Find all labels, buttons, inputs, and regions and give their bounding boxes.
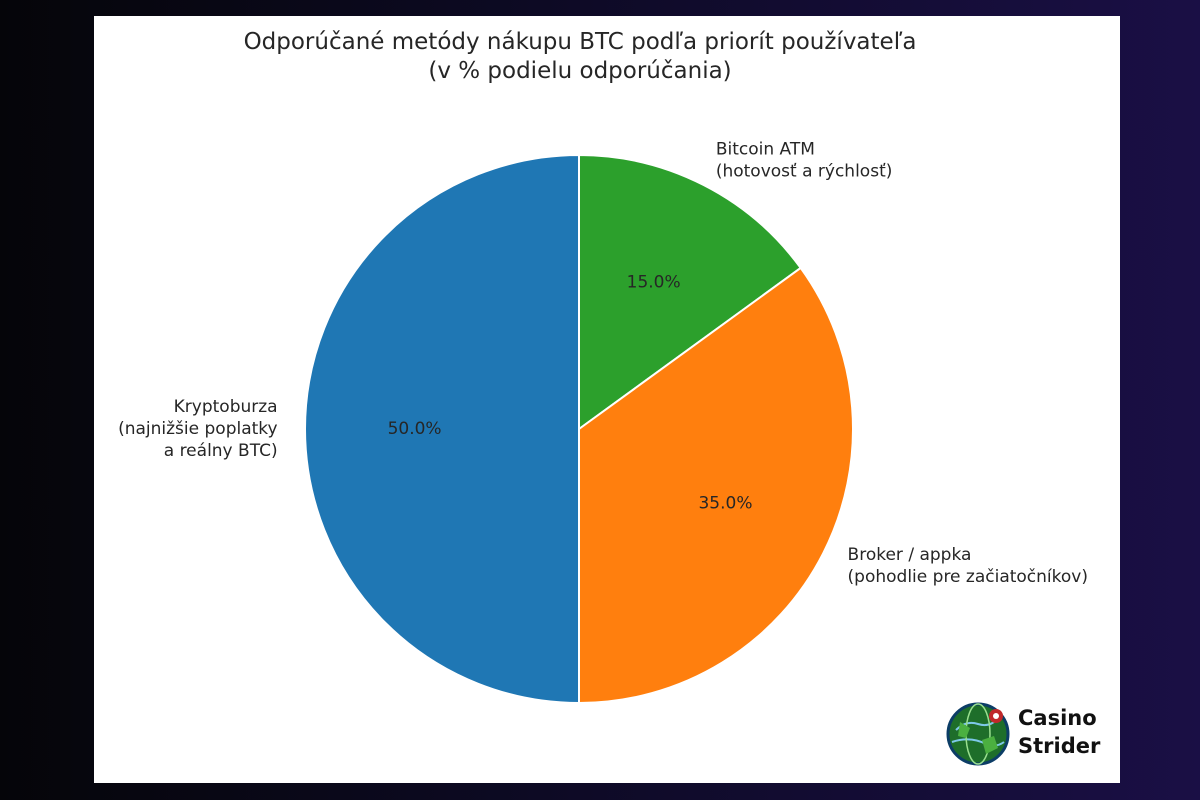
chart-title-line-2: (v % podielu odporúčania) [428, 58, 732, 84]
pie-slice-2-category-label: Kryptoburza (najnižšie poplatky a reálny B… [118, 397, 278, 461]
chart-title-line-1: Odporúčané metódy nákupu BTC podľa prior… [243, 29, 917, 55]
pie-slice-0-category-label: Bitcoin ATM (hotovosť a rýchlosť) [716, 139, 893, 181]
pie-slice-1 [578, 266, 854, 705]
logo-text-line-2: Strider [1018, 734, 1101, 758]
globe-icon [946, 702, 1010, 766]
pie-slice-0-category-label-line-1: (hotovosť a rýchlosť) [716, 161, 893, 181]
logo-text-line-1: Casino [1018, 706, 1097, 730]
pie-slice-2-percent-label: 50.0% [388, 419, 442, 439]
casino-strider-logo: Casino Strider [944, 700, 1124, 768]
pie-slice-0 [578, 153, 803, 431]
pie-slice-1-percent-label: 35.0% [698, 494, 752, 514]
logo-text: Casino Strider [1018, 704, 1100, 760]
pie-slice-1-category-label: Broker / appka (pohodlie pre začiatočníko… [848, 545, 1088, 587]
chart-title: Odporúčané metódy nákupu BTC podľa prior… [0, 28, 1160, 86]
pie-slice-2 [304, 153, 580, 705]
pie-slice-0-percent-label: 15.0% [627, 273, 681, 293]
pie-slice-0-category-label-line-0: Bitcoin ATM [716, 139, 815, 159]
pie-slice-1-category-label-line-0: Broker / appka [848, 545, 972, 565]
pie-slice-2-category-label-line-0: Kryptoburza [174, 397, 278, 417]
pie-slice-1-category-label-line-1: (pohodlie pre začiatočníkov) [848, 567, 1088, 587]
pie-slice-2-category-label-line-2: a reálny BTC) [164, 441, 278, 461]
pie-slice-2-category-label-line-1: (najnižšie poplatky [118, 419, 278, 439]
